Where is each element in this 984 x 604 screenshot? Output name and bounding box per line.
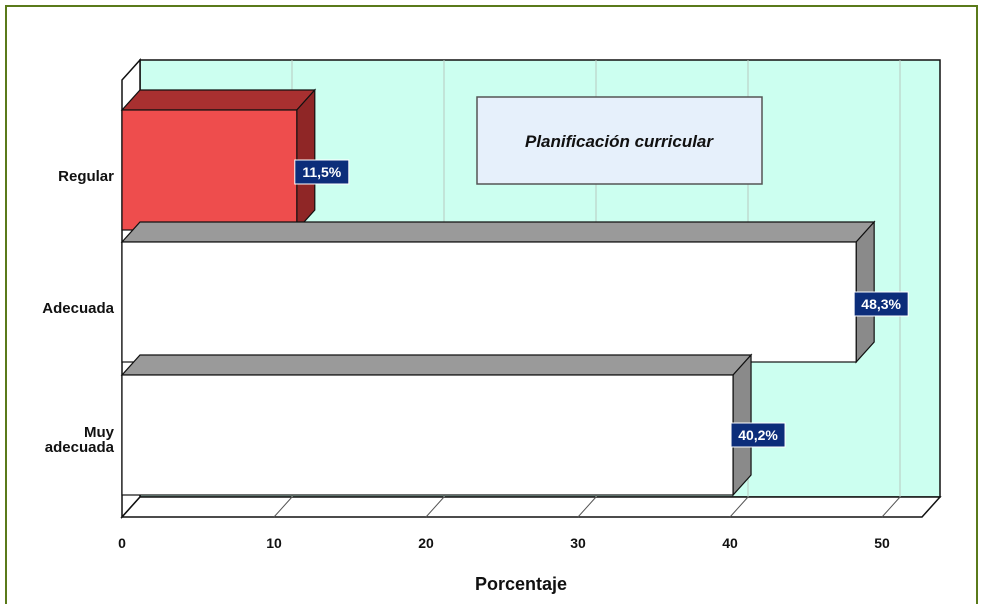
legend-box: [476, 96, 763, 185]
legend-text: Planificación curricular: [525, 132, 714, 151]
x-tick-label: 20: [418, 535, 434, 551]
floor-gridline: [425, 496, 445, 518]
plot-floor: [120, 496, 942, 518]
category-label: Regular: [58, 168, 114, 185]
floor-gridline: [577, 496, 597, 518]
data-label: 40,2%: [738, 427, 778, 443]
data-label-box: [730, 422, 786, 448]
category-label: adecuada: [45, 439, 115, 456]
data-label-box: [294, 159, 350, 185]
data-label: 11,5%: [302, 164, 341, 180]
bar: [121, 374, 734, 496]
bar-top-face: [120, 354, 753, 376]
x-tick-label: 40: [722, 535, 738, 551]
x-tick-label: 30: [570, 535, 586, 551]
x-tick-label: 10: [266, 535, 282, 551]
x-tick-label: 50: [874, 535, 890, 551]
floor-gridline: [273, 496, 293, 518]
floor-gridline: [729, 496, 749, 518]
bar: [121, 109, 298, 231]
data-label-box: [853, 291, 909, 317]
x-tick-label: 0: [118, 535, 126, 551]
category-label: Muy: [84, 424, 115, 441]
category-label: Adecuada: [42, 300, 114, 317]
bar-top-face: [120, 89, 317, 111]
floor-gridline: [881, 496, 901, 518]
bar: [121, 241, 857, 363]
x-axis-title: Porcentaje: [475, 574, 567, 594]
data-label: 48,3%: [861, 296, 901, 312]
bar-top-face: [120, 221, 876, 243]
